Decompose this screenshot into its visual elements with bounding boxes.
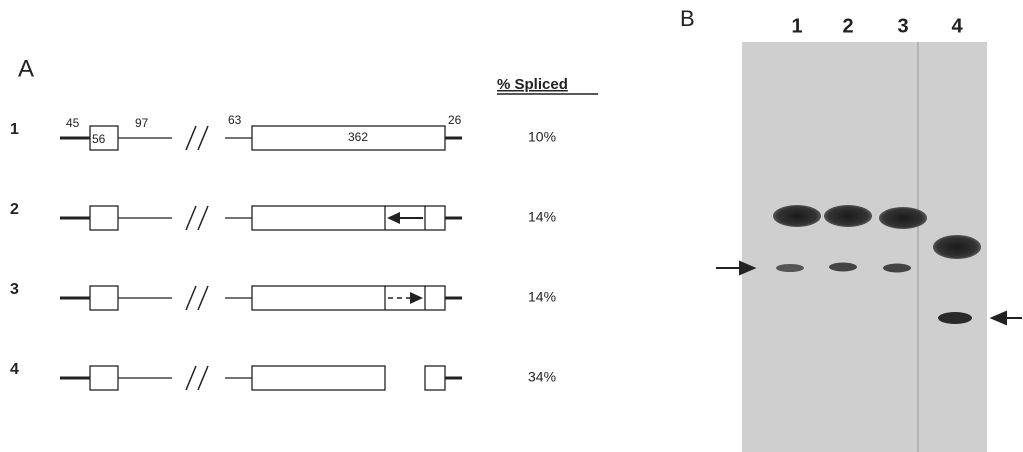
construct-label: 3 bbox=[10, 281, 19, 298]
segment-length: 97 bbox=[135, 116, 149, 130]
lanes: 1 2 3 4 bbox=[791, 15, 963, 37]
exon-box bbox=[90, 206, 118, 230]
figure: A % Spliced 1 10% 2 14% 3 14% 4 34% 45 56 97 63 362 2… bbox=[0, 0, 1023, 452]
percent-spliced: 10% bbox=[528, 129, 556, 145]
segment-length: 63 bbox=[228, 113, 242, 127]
construct: 3 14% bbox=[10, 281, 556, 310]
exon-box bbox=[90, 366, 118, 390]
construct-label: 2 bbox=[10, 201, 19, 218]
construct-label: 4 bbox=[10, 361, 19, 378]
band bbox=[933, 235, 981, 259]
constructs: 1 10% 2 14% 3 14% 4 34% 45 56 97 63 362 26 bbox=[10, 113, 556, 390]
segment-length: 56 bbox=[92, 132, 106, 146]
percent-spliced: 34% bbox=[528, 369, 556, 385]
lane-label: 1 bbox=[791, 15, 802, 37]
segment-length: 26 bbox=[448, 113, 462, 127]
band bbox=[879, 207, 927, 229]
band bbox=[776, 264, 804, 272]
lane-label: 4 bbox=[951, 15, 963, 37]
band bbox=[773, 205, 821, 227]
segment-length: 45 bbox=[66, 116, 80, 130]
percent-spliced: 14% bbox=[528, 209, 556, 225]
construct: 2 14% bbox=[10, 201, 556, 230]
band bbox=[938, 312, 972, 324]
panel-label: A bbox=[18, 55, 34, 82]
break-mark bbox=[186, 126, 208, 150]
break-mark bbox=[186, 206, 208, 230]
lane-label: 2 bbox=[842, 15, 853, 37]
segment-length: 362 bbox=[348, 130, 368, 144]
break-mark bbox=[186, 286, 208, 310]
break-mark bbox=[186, 366, 208, 390]
construct: 4 34% bbox=[10, 361, 556, 390]
exon-box bbox=[90, 286, 118, 310]
panel-label: B bbox=[680, 6, 695, 31]
percent-spliced: 14% bbox=[528, 289, 556, 305]
exon-box bbox=[425, 366, 445, 390]
band bbox=[883, 264, 911, 273]
band bbox=[824, 205, 872, 227]
construct-label: 1 bbox=[10, 121, 19, 138]
column-header: % Spliced bbox=[497, 76, 568, 93]
band bbox=[829, 263, 857, 272]
exon-box bbox=[252, 366, 385, 390]
lane-label: 3 bbox=[897, 15, 908, 37]
